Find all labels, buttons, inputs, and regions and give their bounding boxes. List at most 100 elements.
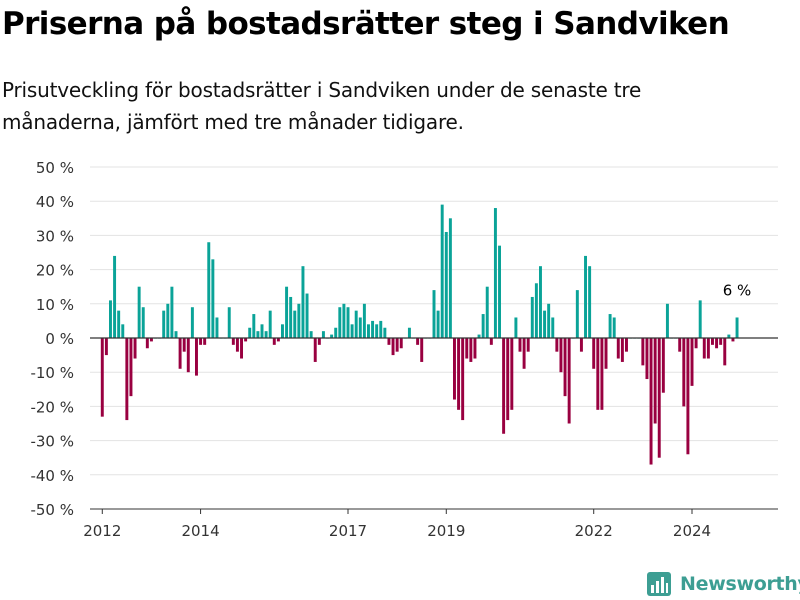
bar bbox=[367, 324, 370, 338]
y-axis-tick-labels: 50 % 40 % 30 % 20 % 10 % 0 % -10 % -20 % -30 % -4… bbox=[30, 159, 74, 519]
bar bbox=[575, 290, 579, 338]
bar bbox=[612, 317, 616, 338]
bar bbox=[268, 310, 272, 338]
bar bbox=[444, 231, 448, 338]
bar bbox=[338, 307, 342, 338]
chart-subtitle: Prisutveckling för bostadsrätter i Sandv… bbox=[2, 78, 642, 134]
bar bbox=[719, 338, 723, 345]
bar bbox=[334, 327, 338, 338]
bar bbox=[244, 338, 248, 342]
x-tick-label: 2012 bbox=[83, 522, 121, 540]
bar bbox=[686, 338, 690, 455]
bar bbox=[596, 338, 600, 410]
bar bbox=[387, 338, 391, 345]
bar bbox=[653, 338, 657, 424]
bar bbox=[723, 338, 727, 366]
bar bbox=[625, 338, 628, 352]
y-tick-label: -20 % bbox=[30, 398, 74, 416]
bar bbox=[203, 338, 207, 345]
bar bbox=[645, 338, 649, 380]
bar bbox=[448, 218, 452, 338]
bar bbox=[551, 317, 555, 338]
bar bbox=[297, 303, 301, 338]
bar bbox=[240, 338, 243, 359]
bar bbox=[137, 286, 141, 338]
bar bbox=[432, 290, 436, 338]
bar bbox=[706, 338, 710, 359]
bar bbox=[657, 338, 661, 458]
bar bbox=[534, 283, 538, 338]
bar bbox=[510, 338, 514, 410]
y-tick-label: -50 % bbox=[30, 501, 74, 519]
bar bbox=[506, 338, 510, 421]
bar bbox=[547, 303, 551, 338]
bar bbox=[289, 296, 293, 338]
bar bbox=[502, 338, 506, 434]
newsworthy-logo-text: Newsworthy bbox=[680, 573, 800, 595]
bar bbox=[281, 324, 284, 338]
bar bbox=[227, 307, 231, 338]
y-tick-label: 20 % bbox=[36, 262, 74, 280]
bar bbox=[313, 338, 317, 362]
bar bbox=[592, 338, 596, 369]
bar bbox=[530, 296, 534, 338]
bar bbox=[395, 338, 399, 352]
y-tick-label: -40 % bbox=[30, 467, 74, 485]
bar bbox=[588, 266, 592, 338]
bar bbox=[620, 338, 624, 362]
bar bbox=[682, 338, 686, 407]
newsworthy-logo: Newsworthy bbox=[646, 568, 800, 600]
bar bbox=[678, 338, 682, 352]
bar-series bbox=[100, 204, 739, 465]
bar bbox=[453, 338, 456, 400]
bar bbox=[371, 320, 375, 338]
bar bbox=[248, 327, 252, 338]
bar bbox=[358, 317, 362, 338]
bar bbox=[694, 338, 698, 349]
bar bbox=[113, 255, 117, 338]
y-tick-label: 30 % bbox=[36, 227, 74, 245]
bar bbox=[117, 310, 121, 338]
bar bbox=[567, 338, 571, 424]
bar bbox=[604, 338, 608, 369]
bar bbox=[514, 317, 518, 338]
bar bbox=[285, 286, 289, 338]
y-tick-label: -30 % bbox=[30, 433, 74, 451]
bar bbox=[715, 338, 719, 349]
bar bbox=[207, 242, 211, 338]
bar bbox=[711, 338, 714, 345]
bar bbox=[293, 310, 297, 338]
bar bbox=[190, 307, 194, 338]
bar bbox=[407, 327, 411, 338]
bar bbox=[379, 320, 383, 338]
bar bbox=[485, 286, 489, 338]
bar bbox=[317, 338, 321, 345]
bar bbox=[616, 338, 620, 359]
bar bbox=[170, 286, 174, 338]
x-tick-label: 2024 bbox=[673, 522, 711, 540]
newsworthy-logo-icon bbox=[647, 572, 671, 596]
bar bbox=[125, 338, 129, 421]
bar bbox=[735, 317, 739, 338]
bar bbox=[375, 324, 379, 338]
last-value-annotation: 6 % bbox=[723, 281, 752, 299]
bar bbox=[104, 338, 108, 356]
bar bbox=[461, 338, 465, 421]
x-tick-label: 2014 bbox=[181, 522, 219, 540]
bar bbox=[641, 338, 645, 366]
bar bbox=[481, 314, 485, 338]
bar bbox=[354, 310, 358, 338]
bar bbox=[690, 338, 694, 386]
bar bbox=[195, 338, 198, 376]
bar bbox=[440, 204, 444, 338]
bar bbox=[231, 338, 235, 345]
bar bbox=[305, 293, 309, 338]
bar bbox=[215, 317, 219, 338]
bar bbox=[399, 338, 403, 349]
bar bbox=[182, 338, 186, 352]
bar bbox=[383, 327, 387, 338]
bar bbox=[342, 303, 346, 338]
x-tick-label: 2019 bbox=[427, 522, 465, 540]
bar bbox=[256, 331, 260, 338]
y-tick-label: 40 % bbox=[36, 193, 74, 211]
